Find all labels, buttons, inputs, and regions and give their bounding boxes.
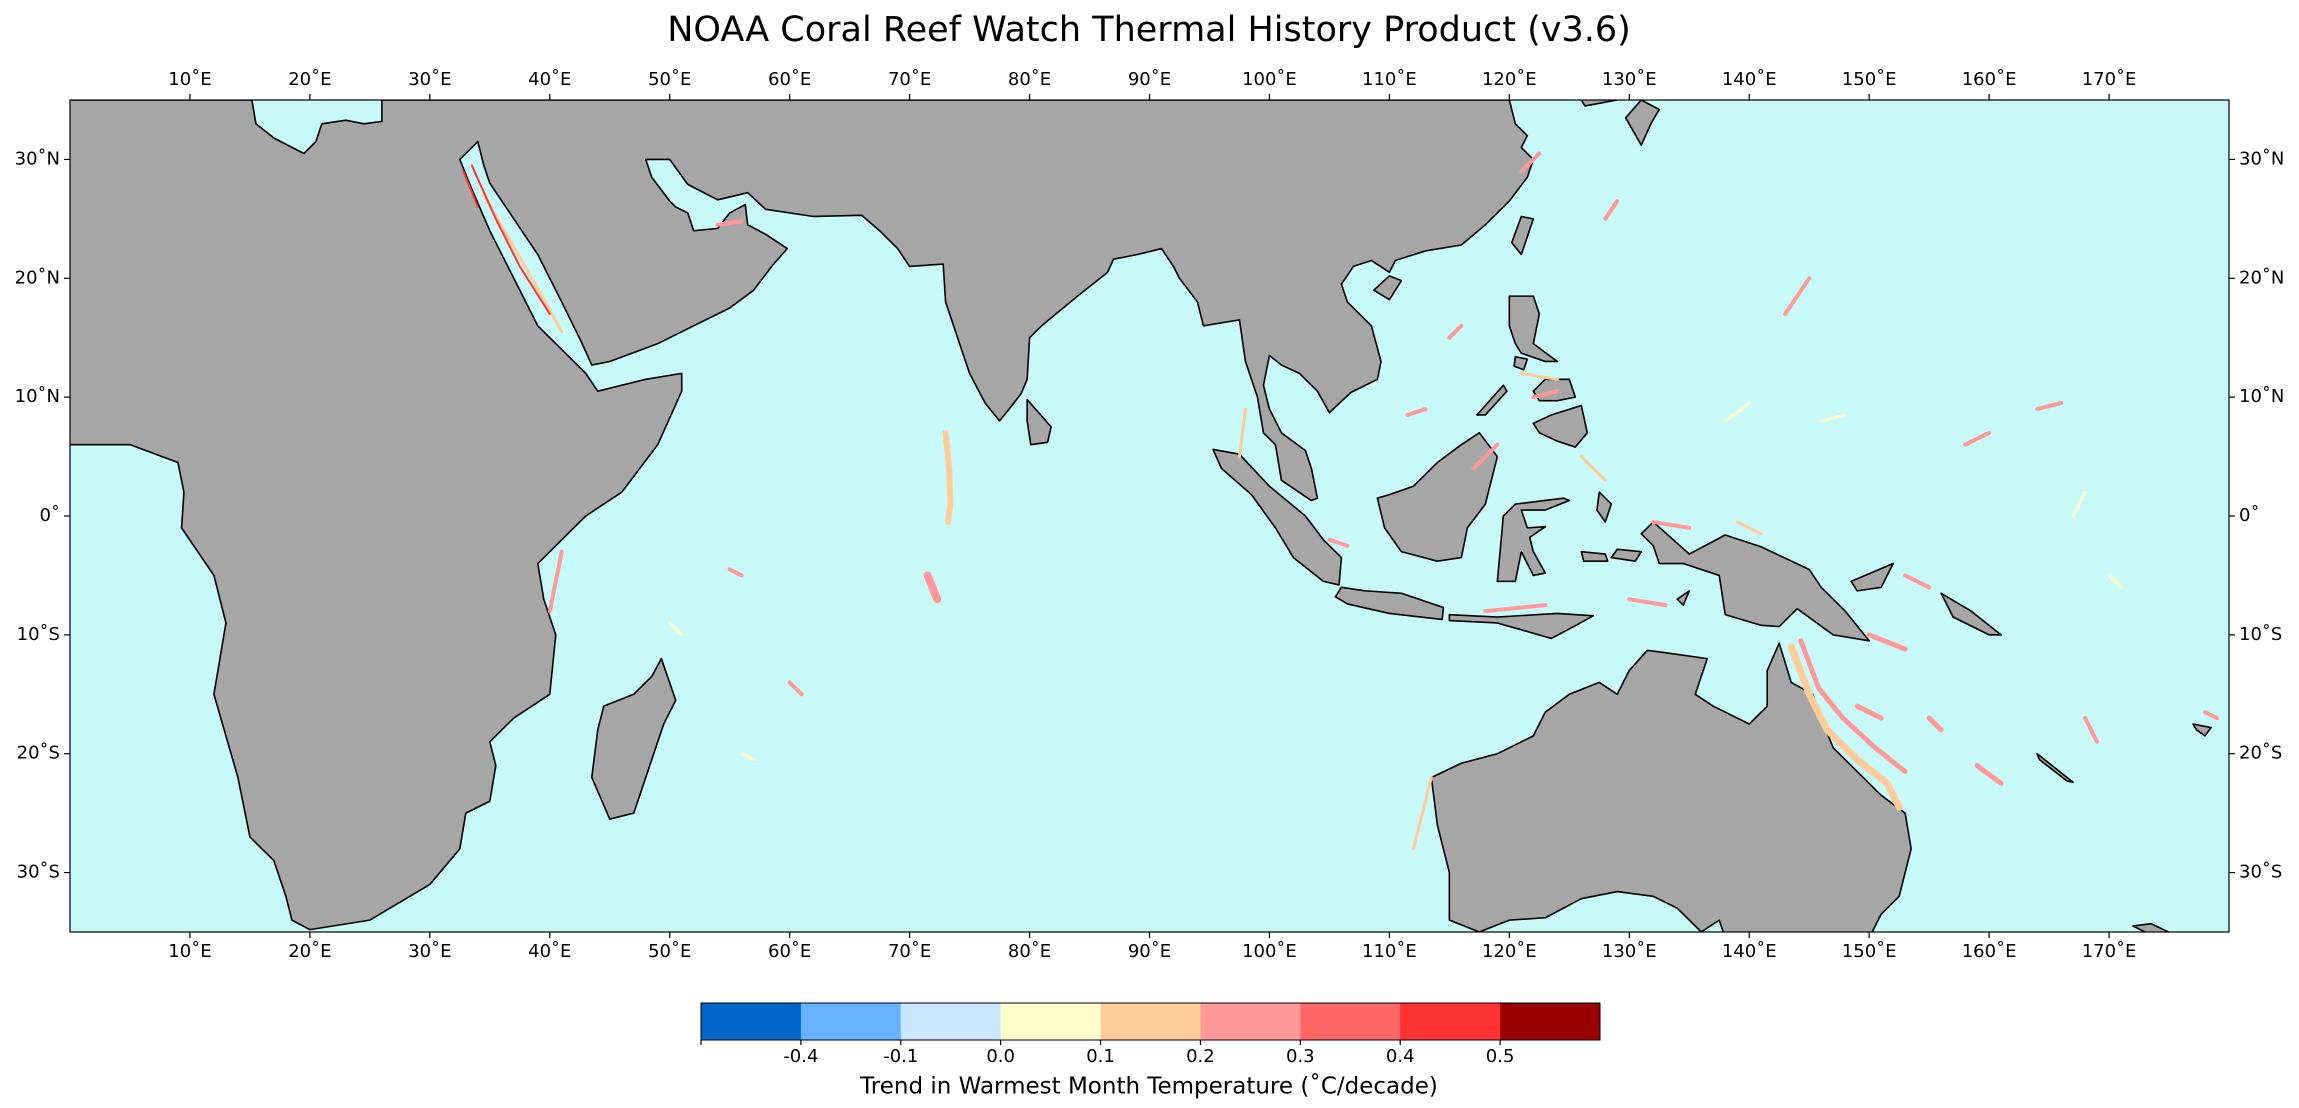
land [1575,100,1761,145]
x-tick-label: 10˚E [168,69,211,90]
colorbar-tick-label: 0.4 [1386,1046,1415,1067]
y-tick-label: 30˚N [2239,148,2284,169]
colorbar-tick-label: 0.2 [1186,1046,1215,1067]
y-tick-label: 30˚S [2239,862,2282,883]
reef [1801,635,2001,784]
reef [946,433,951,522]
x-tick-label: 60˚E [768,941,811,962]
x-tick-label: 100˚E [1242,941,1297,962]
land [1477,296,1587,447]
mediterranean [250,100,382,153]
x-tick-label: 160˚E [1962,69,2017,90]
y-tick-label: 10˚S [2239,624,2282,645]
colorbar-swatch [900,1003,1002,1040]
y-tick-label: 0˚ [40,505,60,526]
reef [550,153,2217,741]
title: NOAA Coral Reef Watch Thermal History Pr… [667,10,1631,50]
x-tick-label: 130˚E [1602,941,1657,962]
y-tick-label: 10˚S [17,624,60,645]
land [1581,492,1641,561]
colorbar-swatch [800,1003,902,1040]
x-tick-label: 80˚E [1008,69,1051,90]
colorbar-tick-label: 0.3 [1286,1046,1315,1067]
y-tick-label: 30˚N [15,148,60,169]
y-tick-label: 20˚S [17,743,60,764]
x-tick-label: 80˚E [1008,941,1051,962]
x-tick-label: 170˚E [2082,941,2137,962]
x-tick-label: 110˚E [1362,69,1417,90]
x-tick-label: 120˚E [1482,69,1537,90]
y-tick-label: 30˚S [17,862,60,883]
x-tick-label: 170˚E [2082,69,2137,90]
x-tick-label: 110˚E [1362,941,1417,962]
x-tick-label: 30˚E [408,69,451,90]
x-tick-label: 140˚E [1722,941,1777,962]
x-tick-label: 120˚E [1482,941,1537,962]
land [1377,433,1497,561]
y-tick-label: 0˚ [2239,505,2259,526]
x-tick-label: 160˚E [1962,941,2017,962]
land [1431,643,1911,932]
reef [463,165,549,314]
y-tick-label: 10˚N [15,386,60,407]
x-tick-label: 50˚E [648,69,691,90]
land [2133,924,2181,932]
x-tick-label: 150˚E [1842,69,1897,90]
land [1449,613,1593,638]
colorbar-tick-label: 0.5 [1486,1046,1515,1067]
colorbar-tick-label: -0.1 [883,1046,918,1067]
colorbar-label: Trend in Warmest Month Temperature (˚C/d… [859,1073,1438,1100]
x-tick-label: 90˚E [1128,941,1171,962]
colorbar-swatch [1200,1003,1301,1040]
colorbar-tick-label: -0.4 [783,1046,818,1067]
x-tick-label: 90˚E [1128,69,1171,90]
x-tick-label: 100˚E [1242,69,1297,90]
x-tick-label: 140˚E [1722,69,1777,90]
colorbar-frame [700,1002,1601,1041]
land [1497,498,1569,581]
land [1335,587,1443,619]
colorbar-swatch [1100,1003,1201,1040]
colorbar-swatch [1000,1003,1102,1040]
land [1641,522,1869,641]
colorbar-tick-label: 0.1 [1086,1046,1115,1067]
x-tick-label: 30˚E [408,941,451,962]
x-tick-label: 10˚E [168,941,211,962]
y-tick-label: 20˚N [15,267,60,288]
x-tick-label: 40˚E [528,69,571,90]
x-tick-label: 70˚E [888,69,931,90]
land [592,659,676,819]
y-tick-label: 20˚S [2239,743,2282,764]
reef [484,195,1761,849]
x-tick-label: 150˚E [1842,941,1897,962]
x-tick-label: 60˚E [768,69,811,90]
colorbar-swatch [1400,1003,1501,1040]
x-tick-label: 50˚E [648,941,691,962]
land [1213,449,1341,584]
x-tick-label: 70˚E [888,941,931,962]
colorbar-swatch [1500,1003,1601,1040]
colorbar-swatch [1300,1003,1401,1040]
x-tick-label: 20˚E [288,69,331,90]
x-tick-label: 40˚E [528,941,571,962]
y-tick-label: 20˚N [2239,267,2284,288]
reef [1791,647,1899,807]
map-layer [70,100,2217,932]
colorbar-tick-label: 0.0 [986,1046,1015,1067]
land [1027,400,1051,445]
y-tick-label: 10˚N [2239,386,2284,407]
reef [928,575,938,599]
land [1677,564,2211,783]
reef [670,403,2121,760]
land [70,100,1533,930]
colorbar-swatch [701,1003,802,1040]
x-tick-label: 130˚E [1602,69,1657,90]
x-tick-label: 20˚E [288,941,331,962]
land [1374,216,1534,299]
